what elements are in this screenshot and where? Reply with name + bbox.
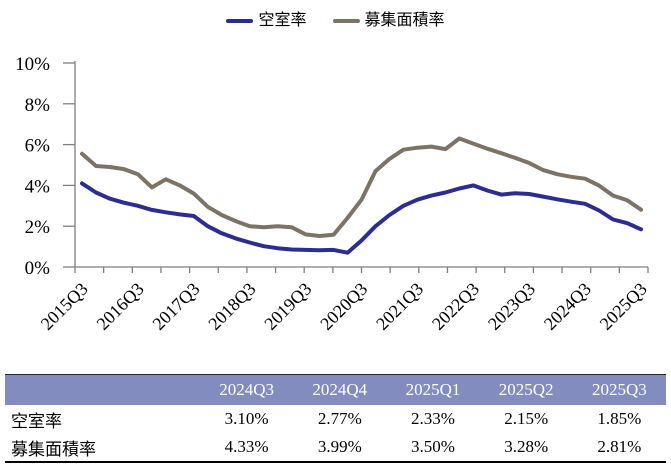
x-axis-label: 2018Q3	[204, 279, 259, 334]
value-cell: 3.99%	[293, 433, 387, 462]
legend-item-vacancy-rate: 空室率	[226, 12, 307, 29]
x-axis-label: 2021Q3	[372, 279, 427, 334]
x-axis-label: 2016Q3	[93, 279, 148, 334]
value-cell: 2.33%	[386, 405, 480, 433]
table-header-cell: 2024Q3	[200, 374, 294, 405]
x-axis-label: 2017Q3	[148, 279, 203, 334]
value-cell: 4.33%	[200, 433, 294, 462]
table-header-cell: 2025Q3	[572, 374, 666, 405]
line-chart: 0% 2% 4% 6% 8% 10% 2015Q3 2016Q3 2017Q3 2018Q3 201…	[15, 54, 651, 334]
value-cell: 2.81%	[572, 433, 666, 462]
x-axis-label: 2025Q3	[596, 279, 651, 334]
value-cell: 3.10%	[200, 405, 294, 433]
vacancy-rate-line-swatch	[226, 19, 254, 23]
x-axis-label: 2024Q3	[540, 279, 595, 334]
table-header-cell: 2025Q2	[479, 374, 573, 405]
summary-table-body: 空室率 3.10% 2.77% 2.33% 2.15% 1.85% 募集面積率 4.33% 3.…	[5, 405, 666, 462]
y-axis-label: 2%	[25, 217, 51, 238]
x-axis-label: 2022Q3	[428, 279, 483, 334]
value-cell: 3.50%	[386, 433, 480, 462]
y-axis-label: 4%	[25, 176, 51, 197]
y-axis-label: 8%	[25, 95, 51, 116]
value-cell: 2.77%	[293, 405, 387, 433]
listing-area-rate-line-swatch	[332, 19, 360, 23]
table-row: 空室率 3.10% 2.77% 2.33% 2.15% 1.85%	[5, 405, 666, 433]
summary-table: 2024Q3 2024Q4 2025Q1 2025Q2 2025Q3 空室率 3.10% 2…	[5, 374, 666, 463]
row-label: 募集面積率	[5, 433, 200, 462]
x-axis-label: 2015Q3	[37, 279, 92, 334]
x-axis-label: 2020Q3	[316, 279, 371, 334]
x-axis-label: 2023Q3	[484, 279, 539, 334]
y-axis-label: 10%	[15, 54, 50, 75]
chart-legend: 空室率 募集面積率	[0, 13, 671, 29]
y-axis-label: 0%	[25, 258, 51, 279]
legend-label: 空室率	[258, 12, 307, 29]
legend-label: 募集面積率	[364, 12, 445, 29]
table-header-empty	[5, 374, 200, 405]
value-cell: 1.85%	[572, 405, 666, 433]
y-axis-label: 6%	[25, 136, 51, 157]
table-header-cell: 2024Q4	[293, 374, 387, 405]
value-cell: 2.15%	[479, 405, 573, 433]
chart-area: 0% 2% 4% 6% 8% 10% 2015Q3 2016Q3 2017Q3 2018Q3 201…	[15, 54, 651, 334]
table-header-row: 2024Q3 2024Q4 2025Q1 2025Q2 2025Q3	[5, 374, 666, 405]
row-label: 空室率	[5, 405, 200, 433]
x-axis-label: 2019Q3	[260, 279, 315, 334]
table-row: 募集面積率 4.33% 3.99% 3.50% 3.28% 2.81%	[5, 433, 666, 462]
vacancy-rate-line	[80, 181, 643, 255]
value-cell: 3.28%	[479, 433, 573, 462]
legend-item-listing-area-rate: 募集面積率	[332, 12, 445, 29]
table-header-cell: 2025Q1	[386, 374, 480, 405]
summary-table-header: 2024Q3 2024Q4 2025Q1 2025Q2 2025Q3	[5, 374, 666, 405]
listing-area-rate-line	[80, 136, 643, 238]
